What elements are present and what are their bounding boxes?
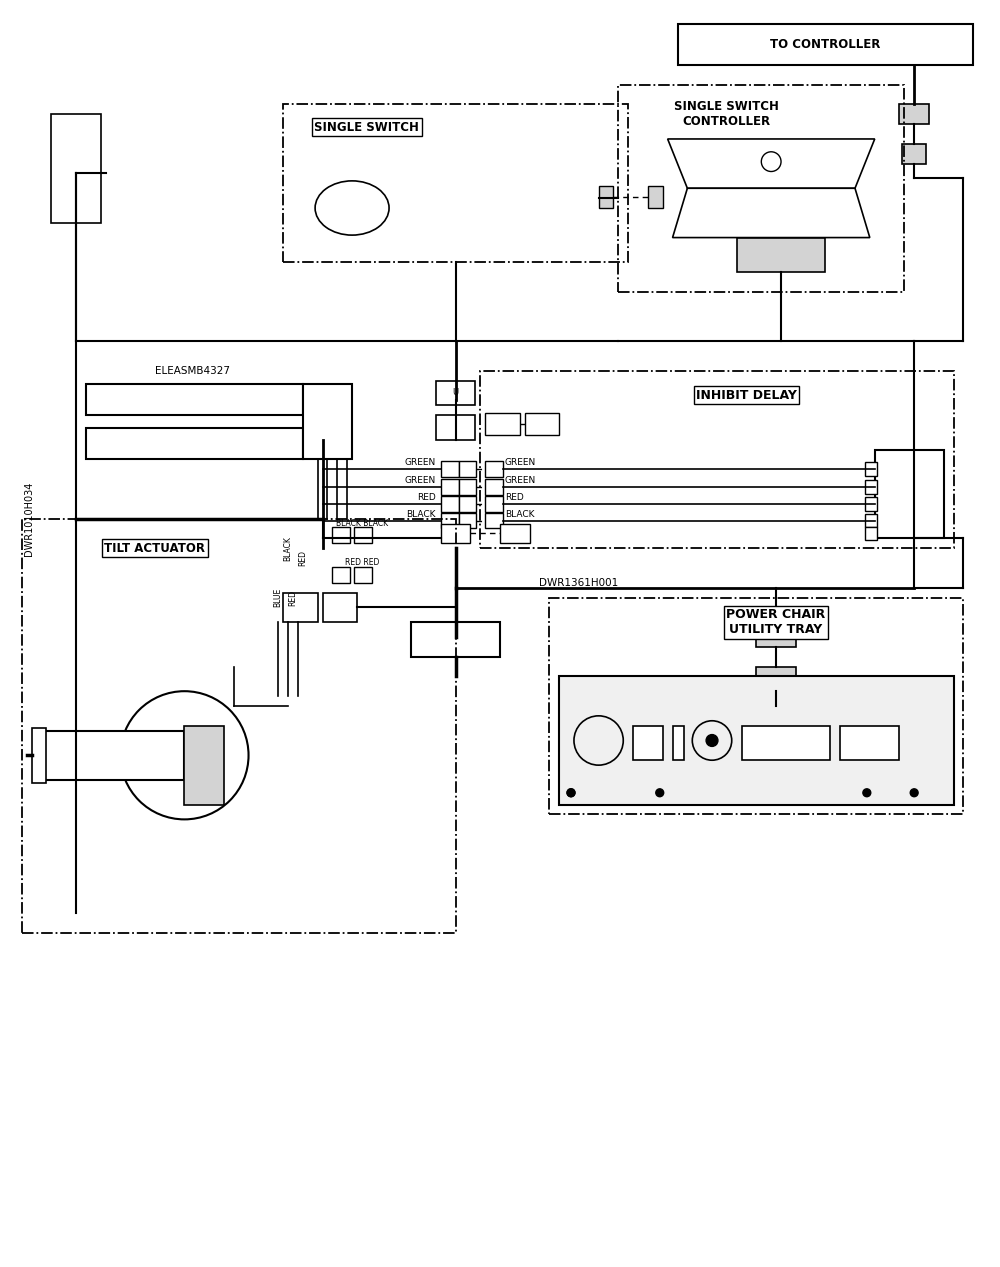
Bar	[459, 479, 476, 495]
Bar	[618, 85, 904, 291]
Text: BLACK: BLACK	[505, 509, 534, 518]
Bar	[865, 462, 877, 476]
Bar	[599, 186, 613, 208]
Bar	[22, 518, 456, 933]
Bar	[459, 461, 476, 478]
Bar	[86, 384, 303, 416]
Bar	[441, 495, 459, 512]
Bar	[441, 479, 459, 495]
Circle shape	[706, 735, 718, 746]
Bar	[756, 666, 796, 692]
Text: GREEN: GREEN	[505, 476, 536, 485]
Circle shape	[656, 789, 664, 797]
Bar	[633, 726, 663, 760]
Bar	[865, 480, 877, 494]
Bar	[678, 24, 973, 65]
Bar	[485, 495, 503, 512]
Text: DWR1361H001: DWR1361H001	[539, 578, 619, 588]
Bar	[51, 114, 101, 223]
Text: INHIBIT DELAY: INHIBIT DELAY	[696, 389, 797, 402]
Bar	[559, 677, 954, 805]
Polygon shape	[668, 139, 875, 189]
Bar	[865, 513, 877, 527]
Bar	[303, 384, 352, 460]
Bar	[902, 144, 926, 163]
Bar	[737, 238, 825, 272]
Bar	[485, 461, 503, 478]
Text: TILT ACTUATOR: TILT ACTUATOR	[104, 542, 205, 555]
Bar	[865, 497, 877, 511]
Text: SINGLE SWITCH
CONTROLLER: SINGLE SWITCH CONTROLLER	[674, 100, 779, 128]
Text: BLACK BLACK: BLACK BLACK	[336, 519, 388, 528]
Bar	[485, 479, 503, 495]
Bar	[480, 371, 954, 549]
Text: RED: RED	[288, 589, 297, 606]
Bar	[459, 513, 476, 528]
Text: SINGLE SWITCH: SINGLE SWITCH	[314, 120, 419, 133]
Text: DWR1010H034: DWR1010H034	[24, 481, 34, 556]
Bar	[742, 726, 830, 760]
Bar	[500, 523, 530, 544]
Text: ELEASMB4327: ELEASMB4327	[155, 366, 230, 376]
Circle shape	[567, 789, 575, 797]
Bar	[283, 593, 318, 622]
Text: RED: RED	[505, 493, 524, 502]
Text: RED: RED	[417, 493, 436, 502]
Bar	[441, 513, 459, 528]
Bar	[899, 104, 929, 124]
Text: POWER CHAIR
UTILITY TRAY: POWER CHAIR UTILITY TRAY	[726, 608, 826, 636]
Bar	[436, 416, 475, 440]
Bar	[865, 527, 877, 540]
Bar	[41, 731, 184, 780]
Text: BLUE: BLUE	[274, 588, 283, 607]
Bar	[323, 593, 357, 622]
Bar	[332, 527, 350, 544]
Bar	[756, 622, 796, 647]
Text: BLACK: BLACK	[283, 536, 292, 560]
Circle shape	[567, 789, 575, 797]
Circle shape	[863, 789, 871, 797]
Bar	[354, 566, 372, 583]
Bar	[648, 186, 663, 208]
Circle shape	[910, 789, 918, 797]
Text: RED: RED	[298, 550, 307, 566]
Bar	[283, 104, 628, 262]
Bar	[441, 461, 459, 478]
Bar	[485, 513, 503, 528]
Text: GREEN: GREEN	[405, 459, 436, 468]
Bar	[673, 726, 684, 760]
Bar	[441, 523, 470, 544]
Bar	[525, 413, 559, 435]
Text: GREEN: GREEN	[405, 476, 436, 485]
Bar	[436, 380, 475, 405]
Text: BLACK: BLACK	[406, 509, 436, 518]
Text: TO CONTROLLER: TO CONTROLLER	[770, 38, 881, 51]
Text: GREEN: GREEN	[505, 459, 536, 468]
Bar	[485, 413, 520, 435]
Bar	[184, 726, 224, 805]
Bar	[459, 495, 476, 512]
Bar	[32, 727, 46, 783]
Bar	[875, 450, 944, 538]
Bar	[354, 527, 372, 544]
Bar	[411, 622, 500, 656]
Text: RED RED: RED RED	[345, 559, 379, 568]
Bar	[332, 566, 350, 583]
Bar	[840, 726, 899, 760]
Polygon shape	[673, 189, 870, 238]
Text: U: U	[453, 389, 459, 398]
Bar	[549, 598, 963, 815]
Bar	[86, 428, 303, 460]
